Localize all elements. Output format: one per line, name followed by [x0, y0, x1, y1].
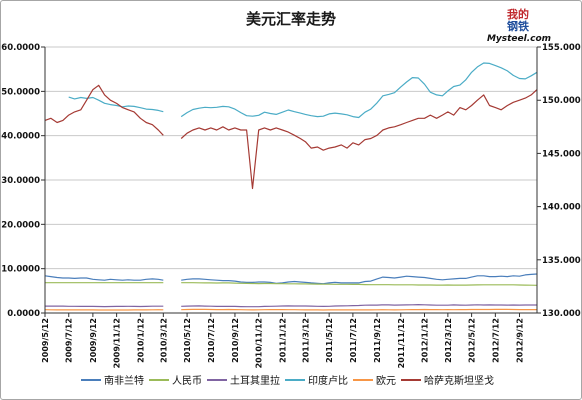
x-tick-label: 2010/7/12 — [207, 318, 216, 363]
series-line-0 — [44, 273, 538, 285]
x-tick-label: 2010/5/12 — [183, 318, 192, 363]
x-tick-label: 2010/1/12 — [136, 318, 145, 363]
logo-site-name: Mysteel.com — [487, 34, 551, 44]
grid — [45, 46, 537, 270]
y-left-tick-label: 60.0000 — [1, 43, 40, 53]
chart-title: 美元汇率走势 — [246, 10, 336, 28]
x-tick-label: 2010/11/12 — [255, 318, 264, 368]
x-tick-label: 2009/5/12 — [41, 318, 50, 363]
legend-label: 欧元 — [376, 375, 396, 387]
x-tick-label: 2010/9/12 — [231, 318, 240, 363]
x-tick-label: 2009/9/12 — [89, 318, 98, 363]
y-right-tick-label: 145.000 — [542, 149, 581, 159]
legend-label: 哈萨克斯坦坚戈 — [424, 374, 494, 387]
y-right-tick-label: 140.000 — [542, 203, 581, 213]
logo-mark-bottom: 钢铁 — [507, 19, 529, 33]
y-right-tick-label: 155.000 — [542, 43, 581, 53]
legend-label: 土耳其里拉 — [230, 374, 280, 387]
x-tick-label: 2012/7/12 — [491, 318, 500, 363]
x-tick-label: 2011/1/12 — [278, 318, 287, 363]
x-tick-label: 2009/7/12 — [65, 318, 74, 363]
x-tick-label: 2009/11/12 — [113, 318, 122, 368]
x-tick-label: 2012/3/12 — [444, 318, 453, 363]
legend-label: 南非兰特 — [104, 374, 144, 387]
x-tick-label: 2011/7/12 — [349, 318, 358, 363]
x-axis-labels: 2009/5/12 2009/7/12 2009/9/12 2009/11/12 201… — [41, 313, 524, 368]
logo: 我的 钢铁 Mysteel.com — [487, 7, 551, 44]
x-tick-label: 2012/5/12 — [468, 318, 477, 363]
x-tick-label: 2010/3/12 — [159, 318, 168, 363]
y-left-tick-label: 40.0000 — [1, 132, 40, 142]
x-tick-label: 2011/11/12 — [397, 318, 406, 368]
series-lines — [44, 62, 538, 311]
x-tick-label: 2012/1/12 — [421, 318, 430, 363]
x-tick-label: 2011/9/12 — [373, 318, 382, 363]
y-left-tick-label: 0.0000 — [7, 309, 40, 319]
y-right-tick-label: 130.000 — [542, 309, 581, 319]
legend: 南非兰特 人民币 土耳其里拉 印度卢比 欧元 哈萨克斯坦坚戈 — [81, 374, 494, 387]
series-line-3 — [68, 62, 538, 119]
y-left-tick-label: 50.0000 — [1, 87, 40, 97]
axes: 0.0000 10.0000 20.0000 30.0000 40.0000 50.000… — [1, 43, 581, 319]
series-line-4 — [44, 308, 537, 311]
y-left-tick-label: 10.0000 — [1, 265, 40, 275]
x-tick-label: 2012/9/12 — [515, 318, 524, 363]
x-tick-label: 2011/5/12 — [325, 318, 334, 363]
legend-label: 印度卢比 — [308, 374, 348, 387]
x-tick-label: 2011/3/12 — [301, 318, 310, 363]
y-left-tick-label: 30.0000 — [1, 176, 40, 186]
y-right-tick-label: 150.000 — [542, 96, 581, 106]
y-left-tick-label: 20.0000 — [1, 220, 40, 230]
series-line-5 — [44, 84, 538, 190]
y-right-tick-label: 135.000 — [542, 256, 581, 266]
series-line-2 — [45, 304, 537, 308]
series-line-1 — [45, 282, 538, 286]
legend-label: 人民币 — [172, 375, 202, 387]
logo-mark-top: 我的 — [507, 7, 529, 21]
